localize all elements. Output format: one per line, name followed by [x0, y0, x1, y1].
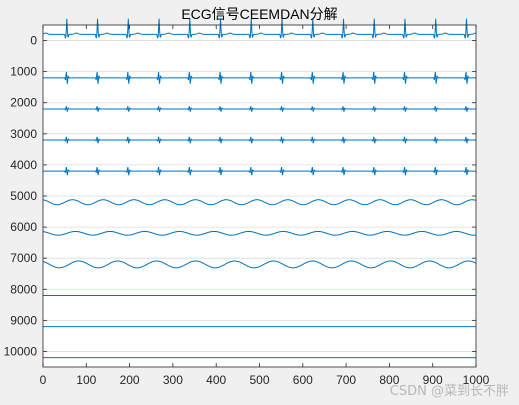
series-group: [42, 18, 477, 359]
x-tick-label: 900: [423, 373, 443, 387]
chart-title: ECG信号CEEMDAN分解: [181, 6, 337, 22]
x-tick-label: 800: [379, 373, 399, 387]
series-line-7: [42, 230, 477, 236]
y-tick-label: 4000: [10, 158, 37, 172]
x-tick-label: 100: [76, 373, 96, 387]
x-tick-label: 400: [206, 373, 226, 387]
x-tick-label: 200: [120, 373, 140, 387]
series-line-5: [43, 167, 476, 176]
series-line-2: [43, 71, 476, 84]
y-tick-label: 0: [30, 34, 37, 48]
y-tick-label: 6000: [10, 220, 37, 234]
x-tick-label: 0: [40, 373, 47, 387]
y-tick-label: 3000: [10, 127, 37, 141]
y-tick-label: 7000: [10, 251, 37, 265]
y-tick-label: 2000: [10, 96, 37, 110]
grid: [43, 40, 476, 352]
x-tick-label: 700: [336, 373, 356, 387]
y-tick-label: 5000: [10, 189, 37, 203]
y-tick-label: 9000: [10, 313, 37, 327]
series-line-4: [43, 136, 476, 144]
series-line-6: [42, 199, 477, 206]
x-tick-label: 300: [163, 373, 183, 387]
y-tick-label: 10000: [4, 344, 38, 358]
y-tick-label: 8000: [10, 282, 37, 296]
x-tick-label: 500: [249, 373, 269, 387]
series-line-1: [42, 18, 477, 39]
x-tick-label: 1000: [463, 373, 490, 387]
x-axis: 0 100 200 300 400 500 600 700 800 900 1000: [40, 25, 490, 387]
y-axis: 0 1000 2000 3000 4000 5000 6000 7000 8000 9000 100…: [4, 34, 476, 358]
x-tick-label: 600: [293, 373, 313, 387]
series-line-3: [43, 106, 476, 112]
y-tick-label: 1000: [10, 65, 37, 79]
series-line-8: [42, 260, 477, 269]
watermark-text: CSDN @菜到长不胖: [389, 384, 509, 399]
